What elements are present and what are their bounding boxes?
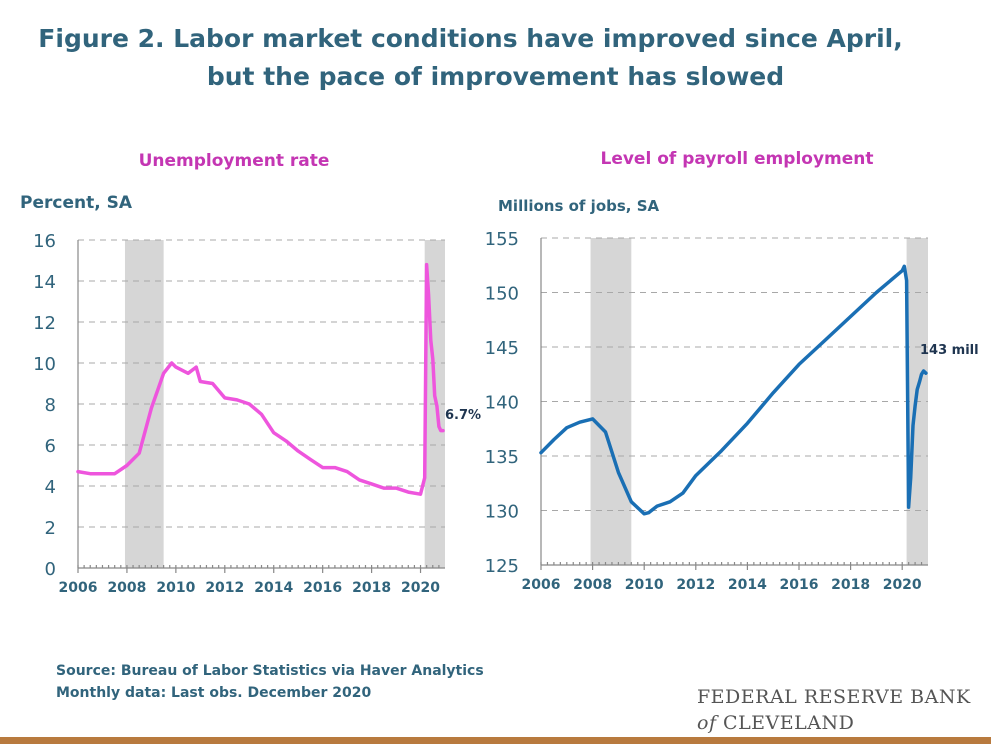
payroll-xtick-label-2020: 2020	[883, 577, 922, 593]
payroll-xtick-label-2018: 2018	[831, 577, 870, 593]
unemp-xtick-label-2020: 2020	[401, 580, 440, 596]
unemp-xtick-label-2008: 2008	[107, 580, 146, 596]
payroll-xtick-label-2012: 2012	[676, 577, 715, 593]
unemp-last-value-label: 6.7%	[445, 408, 481, 423]
source-note: Source: Bureau of Labor Statistics via H…	[56, 660, 484, 704]
logo-line-1: FEDERAL RESERVE BANK	[697, 686, 971, 708]
unemployment-chart: 0 2 4 6 8 10 12 14 16 2006 2008 2010 2012 2014 2016 201…	[20, 151, 481, 596]
unemp-xtick-label-2018: 2018	[352, 580, 391, 596]
unemp-ytick-label-0: 0	[45, 559, 56, 580]
payroll-last-value-label: 143 mill	[920, 343, 979, 358]
fed-cleveland-logo: FEDERAL RESERVE BANK of CLEVELAND	[697, 684, 971, 736]
payroll-xtick-label-2006: 2006	[522, 577, 561, 593]
payroll-ytick-label-155: 155	[485, 229, 519, 250]
unemp-ytick-label-10: 10	[33, 354, 56, 375]
payroll-xtick-label-2014: 2014	[728, 577, 767, 593]
figure-title-line-1: Figure 2. Labor market conditions have i…	[38, 24, 903, 53]
payroll-chart-title: Level of payroll employment	[600, 149, 873, 169]
figure-title-line-2: but the pace of improvement has slowed	[206, 62, 785, 91]
unemp-ylabel: Percent, SA	[20, 193, 133, 213]
logo-cleveland: CLEVELAND	[723, 712, 855, 734]
payroll-xtick-label-2016: 2016	[780, 577, 819, 593]
unemp-ytick-label-14: 14	[33, 272, 56, 293]
unemp-ytick-label-16: 16	[33, 231, 56, 252]
unemp-xtick-label-2010: 2010	[156, 580, 195, 596]
unemp-ytick-label-12: 12	[33, 313, 56, 334]
source-line: Source: Bureau of Labor Statistics via H…	[56, 663, 484, 679]
unemp-xtick-label-2016: 2016	[303, 580, 342, 596]
payroll-ytick-label-125: 125	[485, 556, 519, 577]
unemp-xtick-label-2012: 2012	[205, 580, 244, 596]
payroll-xtick-label-2010: 2010	[625, 577, 664, 593]
data-note-line: Monthly data: Last obs. December 2020	[56, 685, 372, 701]
payroll-xtick-label-2008: 2008	[573, 577, 612, 593]
payroll-series-line	[539, 264, 928, 516]
payroll-ytick-label-150: 150	[485, 284, 519, 305]
payroll-ytick-label-130: 130	[485, 502, 519, 523]
payroll-ytick-label-145: 145	[485, 338, 519, 359]
unemp-ytick-label-6: 6	[45, 436, 56, 457]
unemp-xtick-label-2014: 2014	[254, 580, 293, 596]
unemp-series-line	[76, 262, 445, 496]
logo-line-2: of CLEVELAND	[697, 710, 971, 736]
unemp-ytick-label-2: 2	[45, 518, 56, 539]
figure-title: Figure 2. Labor market conditions have i…	[0, 20, 991, 96]
payroll-ylabel: Millions of jobs, SA	[498, 197, 660, 215]
payroll-ytick-label-140: 140	[485, 393, 519, 414]
logo-of: of	[697, 712, 717, 734]
unemp-ytick-label-8: 8	[45, 395, 56, 416]
payroll-ytick-label-135: 135	[485, 447, 519, 468]
bottom-accent-bar	[0, 737, 991, 744]
unemp-chart-title: Unemployment rate	[139, 151, 330, 171]
unemp-ytick-label-4: 4	[45, 477, 56, 498]
unemp-xtick-label-2006: 2006	[59, 580, 98, 596]
payroll-chart: 125 130 135 140 145 150 155 2006 2008 2010 2012 201…	[485, 149, 979, 593]
